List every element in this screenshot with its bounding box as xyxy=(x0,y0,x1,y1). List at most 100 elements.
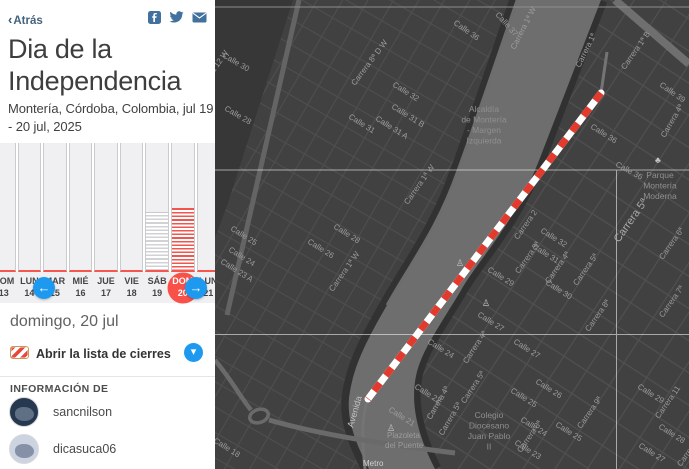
event-location-dates: Montería, Córdoba, Colombia, jul 19 - 20… xyxy=(8,101,214,135)
place-label: Montería xyxy=(643,181,677,191)
share-bar xyxy=(148,11,207,24)
back-label: Atrás xyxy=(13,15,43,27)
avatar xyxy=(9,434,39,464)
road-closure-line[interactable] xyxy=(364,89,605,403)
day-cell-mié16[interactable]: MIÉ 16 xyxy=(68,272,94,303)
avatar-art xyxy=(15,407,34,421)
bridge-approach-road xyxy=(215,358,253,412)
histogram-column xyxy=(170,143,195,272)
roundabout xyxy=(247,407,271,425)
day-abbr: LUN xyxy=(20,276,39,286)
chevron-left-icon: ‹ xyxy=(8,12,13,27)
back-button[interactable]: ‹Atrás xyxy=(8,12,43,27)
avatar-art xyxy=(15,444,34,458)
road-closure-icon xyxy=(10,346,29,359)
statue-icon: ♙ xyxy=(456,258,464,268)
day-cell-vie18[interactable]: VIE 18 xyxy=(119,272,145,303)
day-abbr: DOM xyxy=(0,276,15,286)
place-label: Moderna xyxy=(643,191,677,201)
histogram-column xyxy=(17,143,42,272)
facebook-icon xyxy=(148,11,161,24)
reporter-row[interactable]: dicasuca06 xyxy=(0,431,215,468)
place-label: - Margen xyxy=(467,125,501,135)
closures-toggle[interactable]: Abrir la lista de cierres ▾ xyxy=(0,337,215,373)
avenue-road-west xyxy=(224,0,302,316)
twitter-icon xyxy=(169,11,184,23)
place-label: de Montería xyxy=(461,115,507,125)
day-number: 15 xyxy=(49,288,60,298)
activity-bar xyxy=(171,208,194,270)
histogram-column xyxy=(196,143,215,272)
bridge-road-south xyxy=(268,417,456,456)
avatar xyxy=(9,397,39,427)
histogram-column xyxy=(119,143,144,272)
histogram-column xyxy=(68,143,93,272)
place-label: Juan Pablo xyxy=(468,431,511,441)
day-cell-sáb19[interactable]: SÁB 19 xyxy=(144,272,170,303)
day-cell-lun21[interactable]: LUN 21 xyxy=(196,272,215,303)
histogram-column xyxy=(43,143,67,272)
activity-bar xyxy=(146,212,168,270)
street-label: del Puente xyxy=(385,441,424,450)
chevron-down-button[interactable]: ▾ xyxy=(184,343,203,362)
day-cell-jue17[interactable]: JUE 17 xyxy=(93,272,119,303)
mail-icon xyxy=(192,12,207,23)
bridge-road-north xyxy=(612,0,689,68)
day-abbr: DOM xyxy=(172,276,194,286)
statue-icon: ♙ xyxy=(387,423,395,433)
histogram xyxy=(0,143,215,272)
histogram-column xyxy=(94,143,118,272)
day-abbr: VIE xyxy=(124,276,139,286)
day-number: 13 xyxy=(0,288,9,298)
arrow-right-icon: → xyxy=(189,280,203,295)
day-abbr: JUE xyxy=(97,276,115,286)
section-divider xyxy=(0,376,215,377)
facebook-share-button[interactable] xyxy=(148,11,161,24)
street-label: Plazoleta xyxy=(387,431,420,440)
day-abbr: LUN xyxy=(199,276,215,286)
place-label: Diocesano xyxy=(469,421,509,431)
reporter-name: dicasuca06 xyxy=(53,442,117,456)
street-label: Metro xyxy=(363,459,384,468)
email-share-button[interactable] xyxy=(192,12,207,23)
place-label: II xyxy=(487,442,492,452)
page-title: Dia de la Independencia xyxy=(8,34,182,97)
day-number: 18 xyxy=(126,288,137,298)
day-number: 14 xyxy=(24,288,35,298)
day-abbr: MIÉ xyxy=(72,276,89,286)
twitter-share-button[interactable] xyxy=(169,11,184,24)
reporter-name: sancnilson xyxy=(53,405,113,419)
prev-days-button[interactable]: ← xyxy=(33,277,55,299)
histogram-column xyxy=(0,143,16,272)
reporter-row[interactable]: sancnilson xyxy=(0,394,215,431)
chevron-down-icon: ▾ xyxy=(190,346,197,358)
tree-icon: ♣ xyxy=(655,155,661,165)
place-label: Alcaldía xyxy=(469,104,500,114)
reporters-list: sancnilson dicasuca06 xyxy=(0,394,215,468)
place-label: Izquierda xyxy=(467,136,502,146)
day-abbr: MAR xyxy=(44,276,66,286)
selected-day-heading: domingo, 20 jul xyxy=(10,313,119,330)
arrow-left-icon: ← xyxy=(37,280,51,295)
day-number: 20 xyxy=(177,288,188,298)
tile-seam-lines xyxy=(215,169,689,469)
event-sidebar: ‹Atrás Dia de la xyxy=(0,0,215,469)
day-cell-dom13[interactable]: DOM 13 xyxy=(0,272,17,303)
next-days-button[interactable]: → xyxy=(185,277,207,299)
day-number: 16 xyxy=(75,288,86,298)
river xyxy=(348,0,601,469)
day-number: 19 xyxy=(152,288,163,298)
day-number: 17 xyxy=(101,288,112,298)
day-cell-lun14[interactable]: LUN 14 xyxy=(17,272,43,303)
closures-toggle-label: Abrir la lista de cierres xyxy=(36,347,171,361)
place-label: Colegio xyxy=(475,410,504,420)
day-abbr: SÁB xyxy=(147,276,167,286)
histogram-column xyxy=(145,143,169,272)
place-label: Parque xyxy=(646,170,674,180)
day-cell-mar15[interactable]: MAR 15 xyxy=(42,272,68,303)
statue-icon: ♙ xyxy=(482,298,490,308)
info-heading: INFORMACIÓN DE xyxy=(10,383,109,395)
day-number: 21 xyxy=(203,288,214,298)
